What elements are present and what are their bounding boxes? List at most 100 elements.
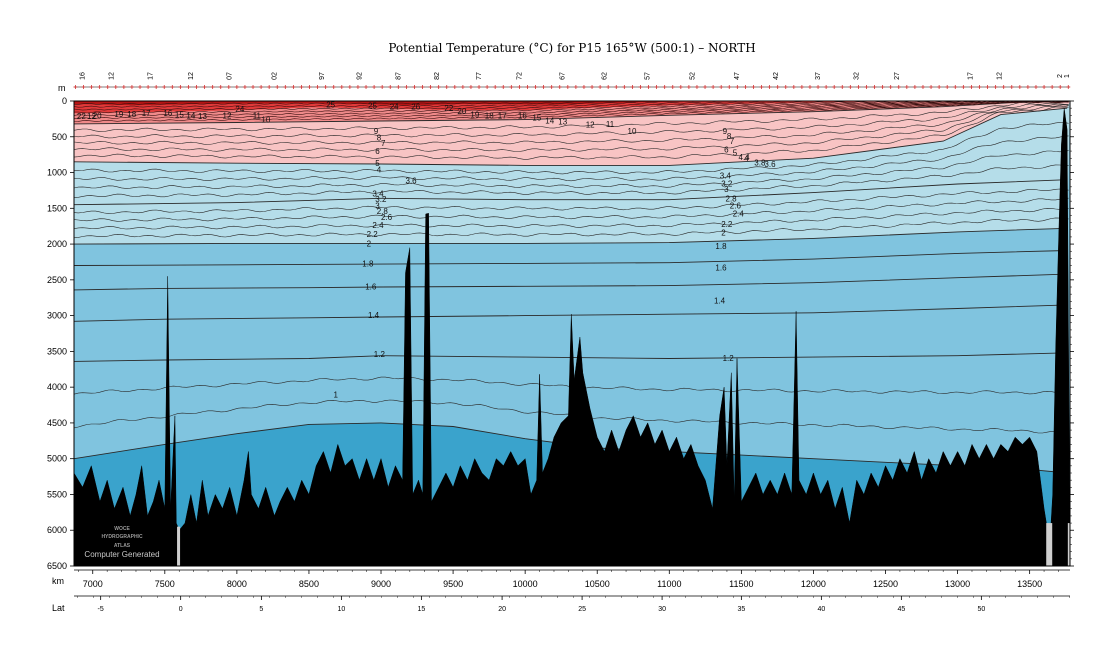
lat-tick-label: 20 — [498, 606, 506, 613]
isotherm-2 — [74, 227, 1068, 245]
y-tick-label: 5000 — [47, 454, 67, 464]
isotherm-minor — [74, 150, 1069, 189]
isotherm-upper — [74, 101, 1069, 114]
contour-label: 2 — [721, 229, 726, 238]
isotherm-upper — [74, 101, 1069, 108]
y-tick-label: 3500 — [47, 346, 67, 356]
contour-label: 26 — [411, 103, 420, 112]
isotherm-1-8 — [74, 250, 1068, 266]
lat-tick-label: 25 — [578, 606, 586, 613]
y-tick-label: 6000 — [47, 525, 67, 535]
lat-tick-label: 35 — [737, 606, 745, 613]
contour-label: 20 — [457, 107, 466, 116]
watermark-line4: Computer Generated — [84, 550, 159, 559]
x-tick-label: 13000 — [945, 579, 970, 589]
y-tick-label: 4000 — [47, 382, 67, 392]
x-tick-label: 10500 — [585, 579, 610, 589]
lat-tick-label: 40 — [817, 606, 825, 613]
x-tick-label: 10000 — [513, 579, 538, 589]
contour-label: 3.4 — [720, 171, 732, 180]
contour-label: 10 — [261, 116, 270, 125]
distance-unit-label: km — [52, 576, 64, 586]
contour-label: 5 — [733, 149, 738, 158]
x-tick-label: 12500 — [873, 579, 898, 589]
contour-label: 1 — [334, 390, 339, 399]
isotherm-4 — [74, 107, 1068, 166]
station-number: 47 — [734, 72, 741, 80]
contour-label: 11 — [606, 120, 615, 129]
contour-label: 1.2 — [374, 350, 386, 359]
contour-label: 14 — [545, 116, 554, 125]
x-tick-label: 9500 — [443, 579, 463, 589]
contour-label: 1.2 — [723, 354, 735, 363]
station-number: 57 — [645, 72, 652, 80]
watermark-line3: ATLAS — [114, 543, 131, 549]
isotherm-minor — [74, 188, 1069, 214]
contour-label: 5 — [375, 159, 380, 168]
station-number: 32 — [854, 72, 861, 80]
contour-label: 2 — [367, 239, 372, 248]
contour-label: 12 — [223, 111, 232, 120]
isotherm-1-2 — [74, 352, 1068, 362]
contour-label: 25 — [368, 101, 377, 110]
station-number: 37 — [815, 72, 822, 80]
station-number: 97 — [319, 72, 326, 80]
station-number: 27 — [894, 72, 901, 80]
missing-data-gap — [177, 526, 181, 566]
missing-data-gap — [1046, 523, 1053, 566]
isotherm-minor — [74, 135, 1069, 182]
contour-label: 16 — [163, 109, 172, 118]
station-number: 16 — [80, 72, 87, 80]
lat-tick-label: 50 — [977, 606, 985, 613]
watermark: WOCE HYDROGRAPHIC ATLAS Computer Generat… — [84, 526, 159, 559]
y-tick-label: 500 — [52, 132, 67, 142]
y-tick-label: 2000 — [47, 239, 67, 249]
isotherm-3 — [74, 179, 1068, 206]
station-number: 77 — [476, 72, 483, 80]
contour-label: 3 — [724, 185, 729, 194]
isotherm-1-4 — [74, 304, 1068, 322]
seafloor-profile — [74, 108, 1070, 566]
y-tick-label: 0 — [62, 96, 67, 106]
contour-label: 2.4 — [372, 221, 384, 230]
isotherm-minor — [74, 102, 1069, 132]
contour-label: 6 — [375, 147, 380, 156]
lat-tick-label: 5 — [259, 606, 263, 613]
x-tick-label: 8000 — [227, 579, 247, 589]
station-number: 17 — [968, 72, 975, 80]
station-number: 02 — [271, 72, 278, 80]
contour-label: 1.6 — [365, 282, 377, 291]
watermark-line2: HYDROGRAPHIC — [101, 534, 143, 540]
isotherm-minor — [74, 122, 1069, 175]
contour-label: 2.2 — [367, 230, 379, 239]
contour-label: 18 — [127, 110, 136, 119]
contour-label: 10 — [628, 127, 637, 136]
contour-label: 14 — [186, 111, 195, 120]
lat-tick-label: -5 — [98, 606, 104, 613]
contour-label: 15 — [175, 111, 184, 120]
contour-label: 9 — [723, 127, 728, 136]
contour-label: 2.8 — [377, 207, 389, 216]
contour-label: 2.8 — [726, 194, 738, 203]
seafloor — [74, 108, 1070, 566]
isotherm-minor — [74, 106, 1069, 160]
y-tick-label: 6500 — [47, 561, 67, 571]
missing-data-gap — [1067, 523, 1070, 566]
station-number: 12 — [996, 72, 1003, 80]
isotherm-1-6 — [74, 273, 1068, 291]
contour-label: 2.2 — [721, 220, 733, 229]
contour-label: 11 — [253, 111, 262, 120]
station-number: 17 — [147, 72, 154, 80]
isotherm-minor — [74, 164, 1069, 198]
isotherm-10 — [74, 101, 1016, 125]
contour-label: 3 — [375, 201, 380, 210]
y-tick-label: 3000 — [47, 311, 67, 321]
contour-label: 4.4 — [739, 153, 751, 162]
contour-label: 3.2 — [375, 195, 387, 204]
station-number: 87 — [395, 72, 402, 80]
contour-label: 2.6 — [381, 213, 393, 222]
contour-label: 17 — [498, 111, 507, 120]
latitude-label: Lat — [52, 603, 65, 613]
contour-label: 1.8 — [362, 259, 374, 268]
